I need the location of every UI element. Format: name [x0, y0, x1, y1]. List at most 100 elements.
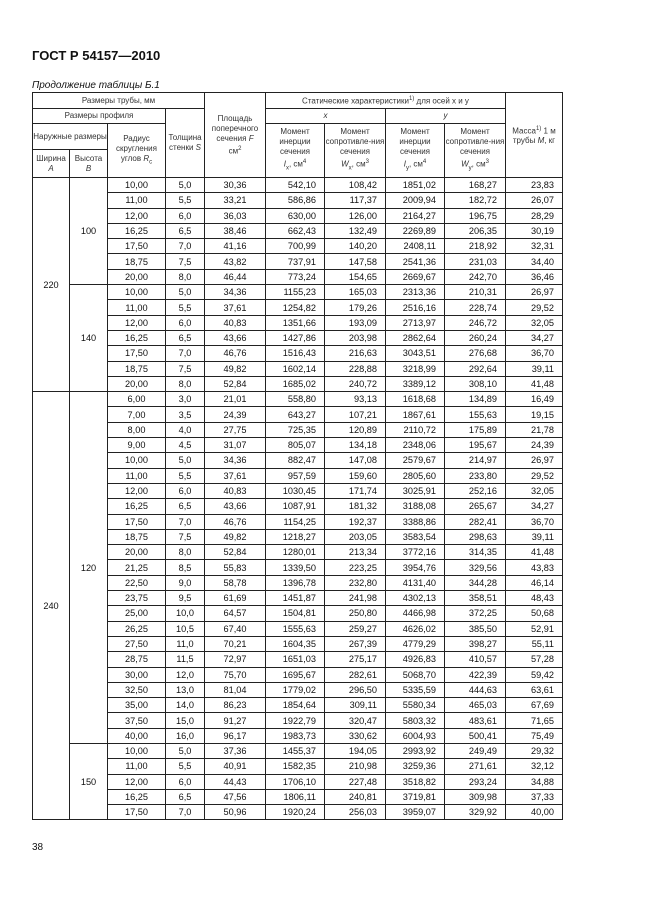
- cell-radius: 10,00: [107, 452, 166, 469]
- table-row: 17,50 7,0 50,96 1920,24 256,03 3959,07 329,92 4…: [33, 804, 563, 821]
- cell-area: 34,36: [204, 452, 266, 469]
- cell-ix: 1695,67: [265, 666, 325, 683]
- cell-mass: 28,29: [505, 207, 563, 224]
- cell-radius: 9,00: [107, 437, 166, 454]
- table-row: 27,50 11,0 70,21 1604,35 267,39 4779,29 398,27…: [33, 635, 563, 653]
- cell-mass: 48,43: [505, 590, 563, 607]
- cell-ix: 1339,50: [265, 559, 325, 576]
- cell-wy: 271,61: [444, 758, 506, 775]
- cell-ix: 700,99: [265, 238, 325, 255]
- table-row: 32,50 13,0 81,04 1779,02 296,50 5335,59 444,63…: [33, 681, 563, 699]
- cell-thickness: 4,5: [165, 437, 205, 454]
- table-row: 12,00 6,0 44,43 1706,10 227,48 3518,82 293,24 3…: [33, 773, 563, 790]
- cell-thickness: 9,5: [165, 590, 205, 607]
- cell-radius: 18,75: [107, 360, 166, 377]
- cell-wy: 308,10: [444, 375, 506, 393]
- cell-ix: 1087,91: [265, 498, 325, 515]
- table-header: Размеры трубы, мм Площадь поперечного се…: [32, 92, 563, 178]
- cell-radius: 37,50: [107, 712, 166, 729]
- cell-mass: 30,19: [505, 222, 563, 240]
- table-row: 18,75 7,5 43,82 737,91 147,58 2541,36 231,03 34…: [33, 253, 563, 270]
- cell-mass: 67,69: [505, 697, 563, 714]
- cell-iy: 2713,97: [385, 314, 445, 331]
- cell-thickness: 5,5: [165, 758, 205, 775]
- cell-wy: 233,80: [444, 467, 506, 484]
- profile-table: Размеры трубы, мм Площадь поперечного се…: [32, 92, 563, 821]
- cell-area: 91,27: [204, 712, 266, 729]
- cell-wx: 159,60: [324, 467, 386, 484]
- cell-radius: 7,00: [107, 406, 166, 423]
- cell-iy: 3719,81: [385, 788, 445, 806]
- cell-area: 30,36: [204, 176, 266, 194]
- cell-area: 55,83: [204, 559, 266, 576]
- cell-iy: 4466,98: [385, 605, 445, 622]
- cell-ix: 1685,02: [265, 375, 325, 393]
- page-number: 38: [32, 842, 44, 853]
- cell-iy: 4131,40: [385, 574, 445, 592]
- cell-mass: 36,70: [505, 513, 563, 530]
- cell-mass: 39,11: [505, 528, 563, 546]
- cell-radius: 6,00: [107, 391, 166, 408]
- cell-iy: 3025,91: [385, 482, 445, 500]
- cell-mass: 26,97: [505, 284, 563, 301]
- cell-thickness: 5,5: [165, 467, 205, 484]
- cell-wx: 228,88: [324, 360, 386, 377]
- cell-ix: 1154,25: [265, 513, 325, 530]
- cell-ix: 1604,35: [265, 635, 325, 653]
- cell-radius: 10,00: [107, 742, 166, 760]
- cell-ix: 1806,11: [265, 788, 325, 806]
- cell-ix: 1280,01: [265, 544, 325, 561]
- cell-wx: 181,32: [324, 498, 386, 515]
- cell-area: 43,66: [204, 498, 266, 515]
- cell-mass: 39,11: [505, 360, 563, 377]
- cell-ix: 1516,43: [265, 345, 325, 362]
- cell-ix: 1922,79: [265, 712, 325, 729]
- cell-wy: 282,41: [444, 513, 506, 530]
- cell-radius: 11,00: [107, 192, 166, 209]
- cell-radius: 16,25: [107, 498, 166, 515]
- cell-wy: 398,27: [444, 635, 506, 653]
- cell-wy: 214,97: [444, 452, 506, 469]
- header-x-axis: x: [265, 108, 386, 124]
- cell-area: 61,69: [204, 590, 266, 607]
- cell-thickness: 10,5: [165, 620, 205, 637]
- cell-wy: 242,70: [444, 268, 506, 286]
- cell-iy: 5335,59: [385, 681, 445, 699]
- cell-area: 40,83: [204, 482, 266, 500]
- cell-ix: 1555,63: [265, 620, 325, 637]
- cell-wy: 293,24: [444, 773, 506, 790]
- cell-thickness: 6,5: [165, 329, 205, 347]
- cell-wy: 175,89: [444, 421, 506, 439]
- cell-wx: 210,98: [324, 758, 386, 775]
- cell-ix: 1351,66: [265, 314, 325, 331]
- cell-radius: 20,00: [107, 268, 166, 286]
- table-row: 25,00 10,0 64,57 1504,81 250,80 4466,98 372,25…: [33, 605, 563, 622]
- table-row: 11,00 5,5 37,61 957,59 159,60 2805,60 233,80 29…: [33, 467, 563, 484]
- cell-radius: 22,50: [107, 574, 166, 592]
- cell-area: 37,61: [204, 467, 266, 484]
- header-y-axis: y: [385, 108, 506, 124]
- cell-wx: 240,72: [324, 375, 386, 393]
- table-row: 26,25 10,5 67,40 1555,63 259,27 4626,02 385,50…: [33, 620, 563, 637]
- table-row: 20,00 8,0 46,44 773,24 154,65 2669,67 242,70 36…: [33, 268, 563, 286]
- cell-thickness: 7,5: [165, 528, 205, 546]
- cell-thickness: 6,5: [165, 222, 205, 240]
- cell-thickness: 7,0: [165, 513, 205, 530]
- table-row: 28,75 11,5 72,97 1651,03 275,17 4926,83 410,57…: [33, 651, 563, 668]
- cell-wx: 117,37: [324, 192, 386, 209]
- header-width: Ширина A: [32, 149, 70, 178]
- table-row: 12,00 6,0 40,83 1351,66 193,09 2713,97 246,72 3…: [33, 314, 563, 331]
- cell-thickness: 11,5: [165, 651, 205, 668]
- table-row: 16,25 6,5 47,56 1806,11 240,81 3719,81 309,98 3…: [33, 788, 563, 806]
- cell-wx: 93,13: [324, 391, 386, 408]
- cell-area: 50,96: [204, 804, 266, 821]
- cell-wy: 249,49: [444, 742, 506, 760]
- cell-thickness: 14,0: [165, 697, 205, 714]
- cell-thickness: 11,0: [165, 635, 205, 653]
- cell-ix: 882,47: [265, 452, 325, 469]
- cell-radius: 10,00: [107, 176, 166, 194]
- cell-wy: 168,27: [444, 176, 506, 194]
- cell-wy: 182,72: [444, 192, 506, 209]
- cell-wx: 259,27: [324, 620, 386, 637]
